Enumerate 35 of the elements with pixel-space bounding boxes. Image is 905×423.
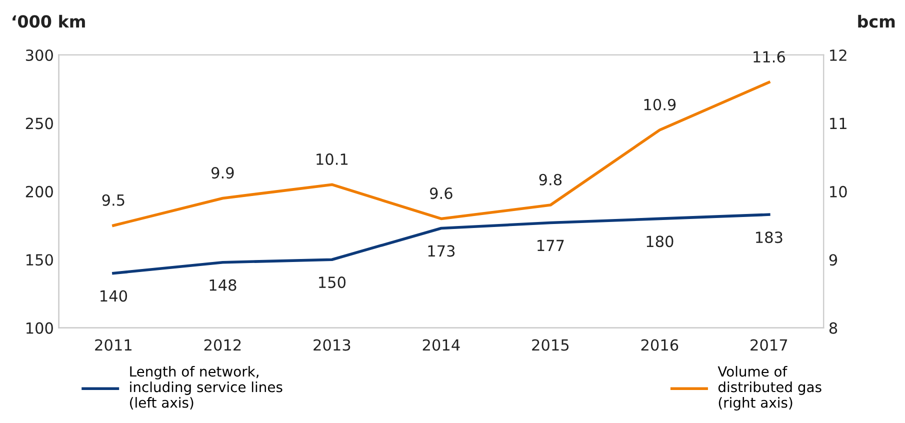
data-label: 9.5: [102, 194, 124, 206]
y-axis-title: ‘000 km: [12, 14, 85, 28]
x-tick-label: 2013: [314, 339, 350, 351]
data-label: 173: [428, 245, 455, 257]
data-label: 180: [646, 236, 674, 248]
data-label: 150: [319, 276, 346, 288]
x-tick-label: 2015: [532, 339, 569, 351]
y-tick-label: 150: [26, 254, 53, 266]
x-tick-label: 2017: [750, 339, 788, 351]
x-tick-label: 2012: [204, 339, 241, 351]
y2-tick-label: 12: [830, 49, 846, 61]
y2-tick-label: 10: [830, 186, 847, 198]
y2-axis-title: bcm: [858, 14, 895, 28]
data-label: 10.1: [316, 153, 348, 165]
y-tick-label: 100: [26, 322, 53, 334]
y-tick-label: 200: [26, 186, 53, 198]
x-tick-label: 2016: [641, 339, 678, 351]
legend-label: Volume of distributed gas (right axis): [718, 366, 822, 410]
data-label: 11.6: [754, 51, 785, 63]
legend-label: Length of network, including service lines (left axis): [130, 366, 282, 410]
data-label: 148: [210, 279, 236, 291]
data-label: 9.9: [212, 167, 234, 179]
y2-tick-label: 9: [829, 254, 838, 266]
data-label: 183: [756, 232, 782, 244]
data-label: 9.8: [539, 174, 562, 186]
data-label: 177: [538, 240, 564, 252]
y2-tick-label: 8: [829, 322, 838, 334]
y-tick-label: 250: [26, 118, 53, 130]
x-tick-label: 2014: [422, 339, 460, 351]
y-tick-label: 300: [26, 49, 53, 62]
data-label: 140: [100, 290, 128, 302]
x-tick-label: 2011: [95, 339, 132, 351]
y2-tick-label: 11: [830, 118, 846, 130]
data-label: 10.9: [644, 98, 676, 110]
data-label: 9.6: [430, 188, 452, 200]
